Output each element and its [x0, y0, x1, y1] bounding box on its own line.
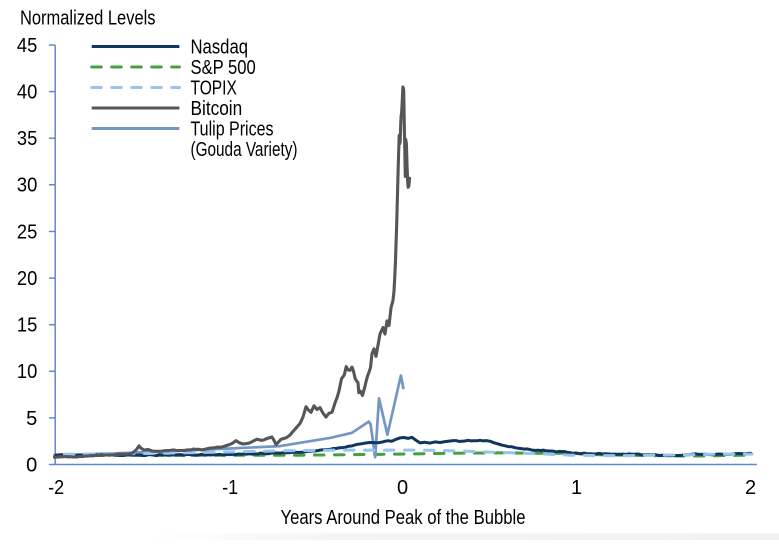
svg-text:Nasdaq: Nasdaq: [191, 36, 249, 58]
svg-text:S&P 500: S&P 500: [191, 57, 256, 79]
svg-text:Normalized Levels: Normalized Levels: [20, 8, 156, 30]
svg-text:45: 45: [17, 35, 37, 57]
svg-text:0: 0: [26, 454, 37, 476]
svg-text:10: 10: [17, 361, 37, 383]
svg-text:0: 0: [397, 477, 408, 499]
svg-text:Bitcoin: Bitcoin: [191, 98, 243, 120]
svg-text:-2: -2: [48, 477, 64, 499]
svg-text:15: 15: [17, 315, 37, 337]
svg-text:(Gouda Variety): (Gouda Variety): [191, 139, 298, 161]
svg-text:5: 5: [26, 408, 37, 430]
svg-text:Tulip Prices: Tulip Prices: [191, 118, 274, 140]
svg-text:25: 25: [17, 221, 37, 243]
svg-text:1: 1: [571, 477, 582, 499]
svg-text:30: 30: [17, 175, 37, 197]
svg-text:TOPIX: TOPIX: [191, 77, 237, 99]
svg-text:40: 40: [17, 82, 37, 104]
svg-text:Years Around Peak of the Bubbl: Years Around Peak of the Bubble: [281, 507, 526, 529]
svg-text:-1: -1: [222, 477, 238, 499]
svg-text:20: 20: [17, 268, 37, 290]
svg-text:2: 2: [745, 477, 756, 499]
svg-text:35: 35: [17, 128, 37, 150]
